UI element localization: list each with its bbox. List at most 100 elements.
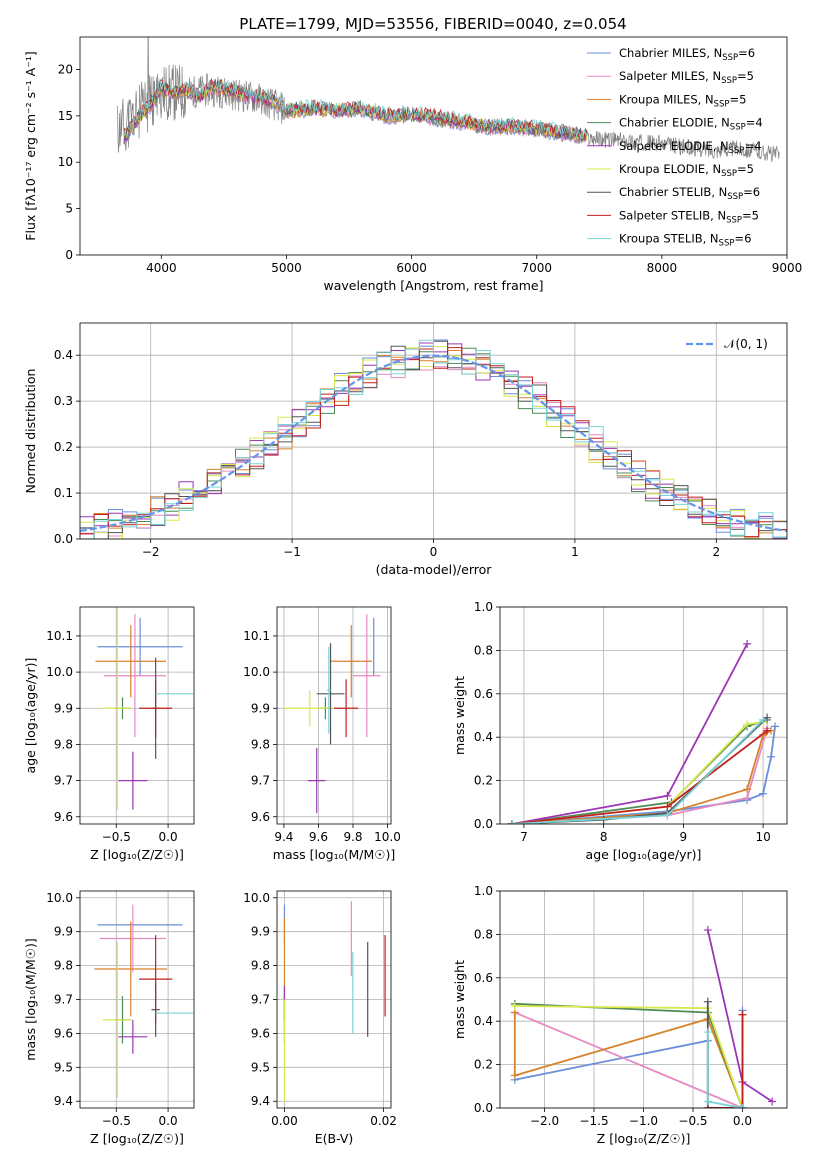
- error-cross: [99, 904, 167, 973]
- weight-point: [703, 1028, 712, 1037]
- weight-point: [767, 752, 776, 761]
- x-tick-label: 0.0: [733, 1114, 752, 1128]
- error-cross: [103, 614, 167, 738]
- legend-label: Kroupa STELIB, NSSP=6: [619, 232, 751, 249]
- y-tick-label: 9.6: [54, 810, 73, 824]
- y-tick-label: 0.2: [474, 1058, 493, 1072]
- y-tick-label: 1.0: [474, 600, 493, 614]
- plot-area: [94, 904, 193, 1098]
- y-tick-label: 9.7: [54, 774, 73, 788]
- weight-point: [510, 1071, 519, 1080]
- y-tick-label: 10.0: [243, 665, 270, 679]
- y-tick-label: 10.1: [243, 629, 270, 643]
- legend-label: Kroupa MILES, NSSP=5: [619, 92, 746, 109]
- axes-frame: [79, 322, 788, 540]
- x-tick-label: 0.02: [370, 1114, 397, 1128]
- error-cross: [94, 921, 168, 1017]
- x-tick-label: −0.5: [678, 1114, 707, 1128]
- x-tick-label: 9.6: [309, 830, 328, 844]
- error-cross: [118, 1019, 148, 1054]
- weight-point: [768, 1097, 777, 1106]
- x-tick-label: 1: [571, 545, 579, 559]
- weight-point: [703, 997, 712, 1006]
- weight-line: [511, 718, 768, 824]
- plot-area: [510, 926, 777, 1108]
- mass_vs_Z-panel: −0.5 0.0 9.4 9.5 9.6 9.7 9.8 9.9 10.0 Z [log₁₀(Z/…: [23, 890, 195, 1146]
- y-tick-label: 9.6: [54, 1026, 73, 1040]
- y-tick-label: 0.4: [54, 348, 73, 362]
- x-tick-label: 2: [712, 545, 720, 559]
- weight-point: [771, 722, 780, 731]
- weight-line: [511, 719, 764, 824]
- y-tick-label: 20: [58, 62, 73, 76]
- error-cross: [353, 614, 381, 738]
- weight-point: [663, 811, 672, 820]
- legend-label: Chabrier MILES, NSSP=6: [619, 46, 755, 63]
- x-axis-label: Z [log₁₀(Z/Z☉)]: [597, 1131, 691, 1146]
- y-tick-label: 0.3: [54, 394, 73, 408]
- y-tick-label: 9.9: [251, 925, 270, 939]
- x-tick-label: −1.5: [579, 1114, 608, 1128]
- x-axis-label: Z [log₁₀(Z/Z☉)]: [90, 847, 184, 862]
- residuals-panel: −2 −1 0 1 2 0.0 0.1 0.2 0.3 0.4 (data-model)/error…: [23, 322, 788, 577]
- y-axis-label: mass weight: [452, 960, 467, 1039]
- y-tick-label: 0.8: [474, 927, 493, 941]
- x-tick-label: −2.0: [530, 1114, 559, 1128]
- y-tick-label: 0.4: [474, 1014, 493, 1028]
- error-cross: [102, 941, 132, 1098]
- error-cross: [283, 690, 336, 727]
- x-axis-label: (data-model)/error: [376, 562, 493, 577]
- y-tick-label: 0.0: [474, 817, 493, 831]
- axes-frame: [276, 890, 392, 1109]
- weight-point: [507, 820, 516, 824]
- y-tick-label: 9.9: [251, 701, 270, 715]
- weight-point: [759, 789, 768, 798]
- y-tick-label: 9.5: [54, 1060, 73, 1074]
- y-tick-label: 0.0: [474, 1101, 493, 1115]
- x-tick-label: 10.0: [374, 830, 401, 844]
- plot-area: [283, 614, 381, 814]
- axes-frame: [499, 890, 788, 1109]
- y-tick-label: 10.1: [46, 629, 73, 643]
- y-tick-label: 9.8: [54, 737, 73, 751]
- legend: 𝒩(0, 1): [686, 337, 768, 351]
- x-axis-label: age [log₁₀(age/yr)]: [586, 847, 702, 862]
- y-tick-label: 9.7: [54, 993, 73, 1007]
- x-tick-label: −1.0: [629, 1114, 658, 1128]
- y-tick-label: 0.6: [474, 971, 493, 985]
- x-tick-label: −2: [142, 545, 160, 559]
- y-tick-label: 9.7: [251, 774, 270, 788]
- y-tick-label: 9.9: [54, 925, 73, 939]
- x-tick-label: −0.5: [102, 1114, 131, 1128]
- y-axis-label: age [log₁₀(age/yr)]: [23, 658, 38, 774]
- y-tick-label: 9.7: [251, 993, 270, 1007]
- error-cross: [97, 617, 183, 676]
- plot-area: [507, 639, 780, 824]
- y-tick-label: 0.8: [474, 643, 493, 657]
- axes-frame: [79, 890, 195, 1109]
- y-tick-label: 9.8: [54, 959, 73, 973]
- x-tick-label: 5000: [271, 261, 302, 275]
- x-tick-label: 9.8: [343, 830, 362, 844]
- error-cross: [139, 935, 173, 1024]
- legend-label: Chabrier ELODIE, NSSP=4: [619, 116, 763, 133]
- figure-title: PLATE=1799, MJD=53556, FIBERID=0040, z=0…: [239, 15, 626, 33]
- x-tick-label: 10: [755, 830, 770, 844]
- legend-label: 𝒩(0, 1): [724, 337, 768, 351]
- y-tick-label: 0.2: [54, 440, 73, 454]
- y-tick-label: 10: [58, 155, 73, 169]
- x-axis-label: wavelength [Angstrom, rest frame]: [323, 278, 543, 293]
- x-tick-label: −0.5: [102, 830, 131, 844]
- axes-frame: [276, 606, 392, 825]
- weight-point: [759, 715, 768, 724]
- x-tick-label: 0: [430, 545, 438, 559]
- y-tick-label: 5: [65, 202, 73, 216]
- x-tick-label: 6000: [396, 261, 427, 275]
- weight-point: [738, 1010, 747, 1019]
- error-cross: [330, 625, 372, 698]
- y-axis-label: mass weight: [452, 676, 467, 755]
- error-cross: [95, 625, 167, 698]
- y-tick-label: 9.8: [251, 737, 270, 751]
- y-tick-label: 9.6: [251, 1026, 270, 1040]
